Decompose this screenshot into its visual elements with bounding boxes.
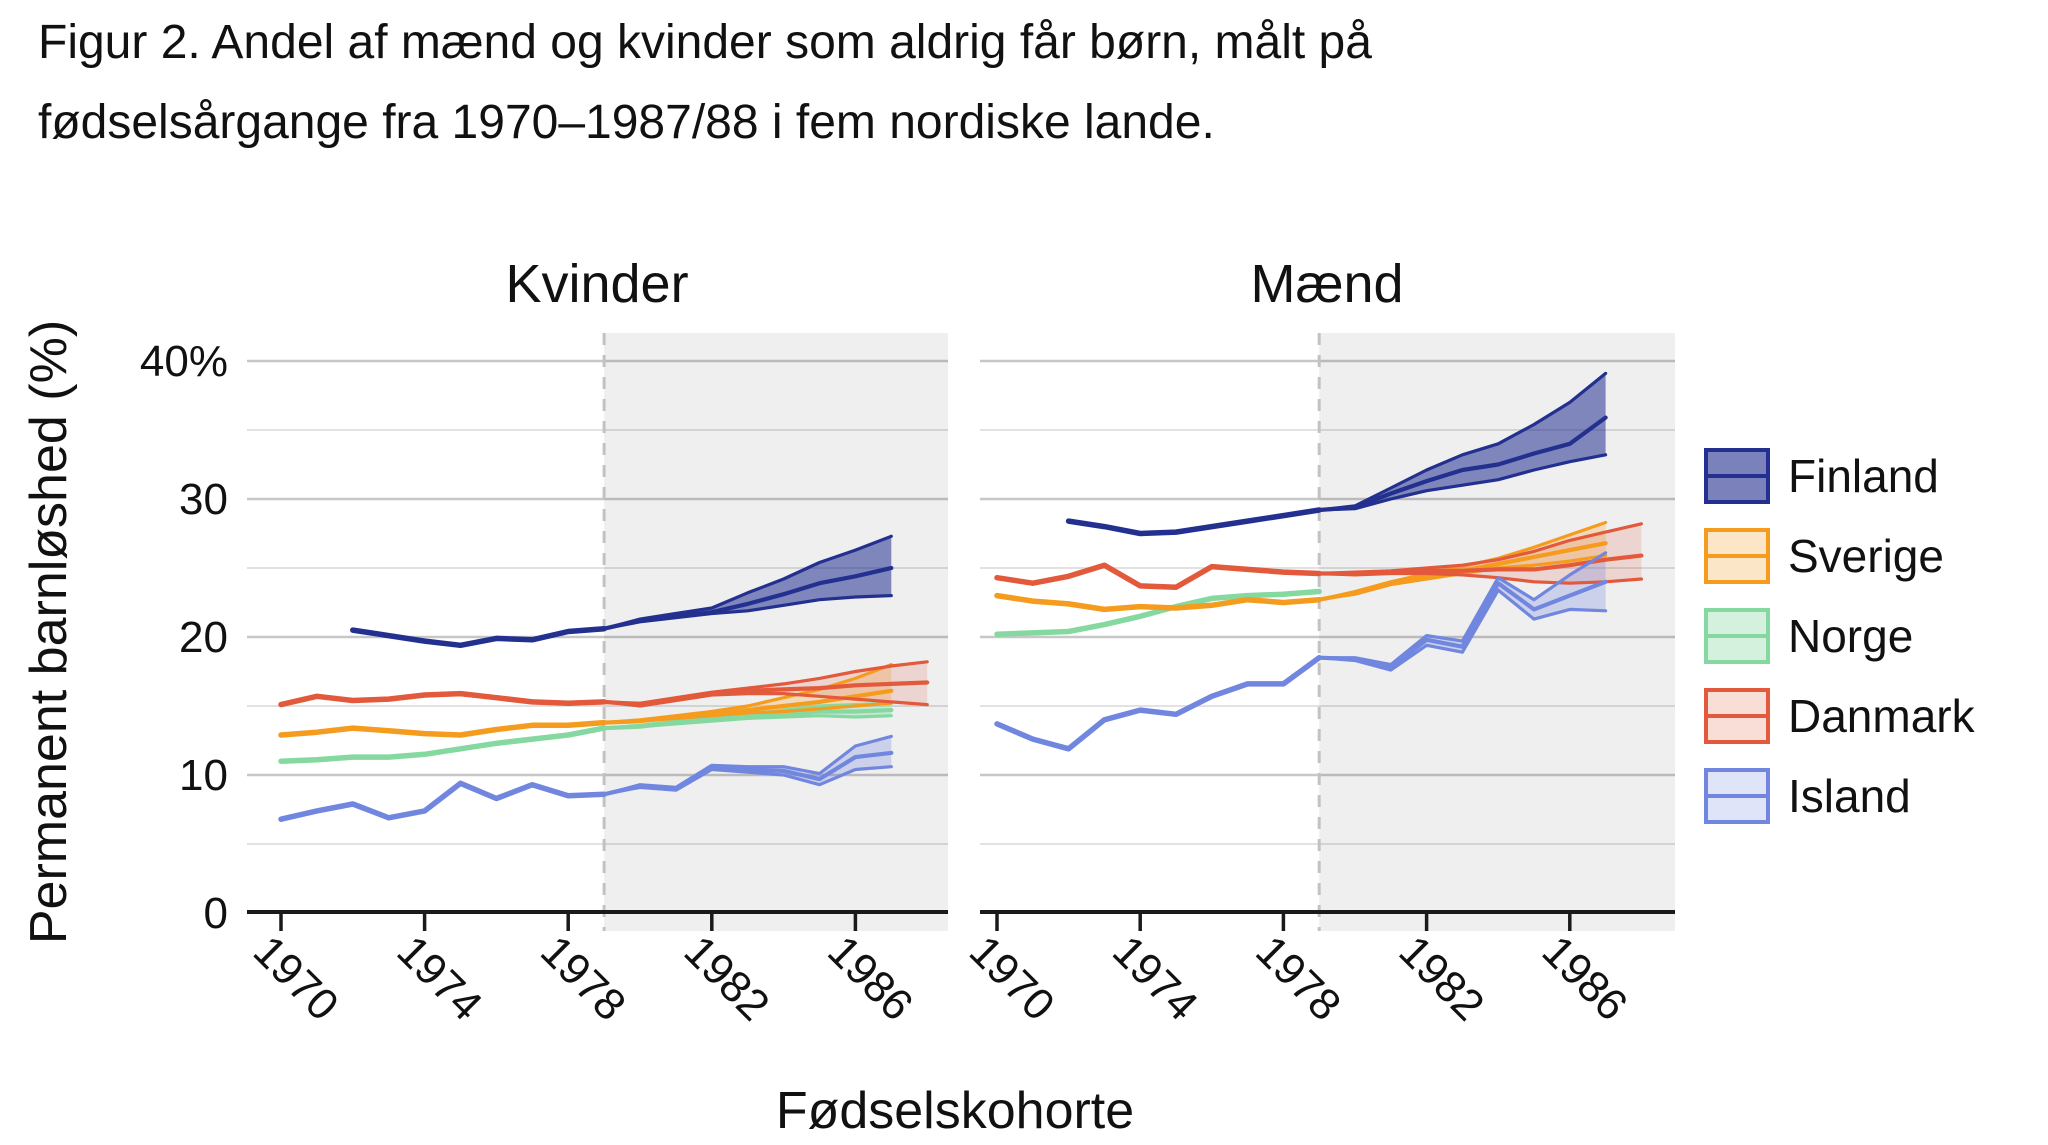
finland-observed-line [1065, 507, 1322, 537]
x-tick-label: 1970 [960, 926, 1064, 1030]
x-tick-label: 1986 [818, 926, 922, 1030]
legend-item-finland: Finland [1704, 448, 1939, 504]
y-tick-label: 30 [179, 475, 228, 524]
legend-item-norge: Norge [1704, 608, 1913, 664]
x-axis-title: Fødselskohorte [776, 1082, 1134, 1140]
projection-region [604, 333, 948, 931]
legend-item-island: Island [1704, 768, 1911, 824]
island-observed-line [994, 654, 1322, 752]
norge-observed-line [278, 725, 607, 764]
panel-mænd: 1970 1974 1978 1982 1986 [960, 333, 1675, 1030]
sverige-projection-band [1319, 522, 1606, 600]
y-tick-label: 40% [140, 337, 228, 386]
finland-projection-lower-line [1317, 453, 1608, 512]
legend-label: Sverige [1788, 530, 1944, 582]
island-observed-line [278, 780, 607, 822]
y-tick-label: 0 [204, 889, 228, 938]
finland-projection-upper-line [1317, 371, 1608, 512]
projection-region [1319, 333, 1675, 931]
island-projection-central-line [601, 750, 894, 797]
x-tick-label: 1974 [1103, 926, 1207, 1030]
danmark-observed-line [994, 562, 1322, 591]
legend-label: Island [1788, 770, 1911, 822]
legend: Finland Sverige Norge Danmark Island [1704, 448, 1976, 824]
y-tick-label: 10 [179, 751, 228, 800]
legend-label: Norge [1788, 610, 1913, 662]
x-tick-label: 1978 [531, 926, 635, 1030]
finland-projection-central-line [601, 565, 894, 631]
panel-title-maend: Mænd [1250, 254, 1403, 314]
x-tick-label: 1986 [1533, 926, 1637, 1030]
gridlines [247, 359, 948, 845]
island-projection-central-line [1317, 579, 1608, 670]
legend-item-danmark: Danmark [1704, 688, 1976, 744]
legend-item-sverige: Sverige [1704, 528, 1944, 584]
y-tick-label: 20 [179, 613, 228, 662]
finland-observed-line [350, 625, 607, 649]
danmark-observed-line [278, 690, 607, 708]
x-tick-label: 1978 [1246, 926, 1350, 1030]
figure-title-line2: fødselsårgange fra 1970–1987/88 i fem no… [38, 96, 1215, 149]
sverige-observed-line [994, 592, 1322, 613]
finland-projection-central-line [1317, 415, 1608, 513]
x-tick-label: 1982 [1390, 926, 1494, 1030]
x-tick-label: 1970 [244, 926, 348, 1030]
norge-observed-line [994, 588, 1322, 637]
figure-title-line1: Figur 2. Andel af mænd og kvinder som al… [38, 16, 1372, 69]
sverige-observed-line [278, 719, 607, 738]
legend-label: Finland [1788, 450, 1939, 502]
danmark-projection-band [604, 661, 928, 706]
x-tick-label: 1982 [675, 926, 779, 1030]
panel-title-kvinder: Kvinder [505, 254, 688, 314]
finland-projection-band [1319, 373, 1606, 510]
legend-label: Danmark [1788, 690, 1976, 742]
norge-projection-central-line [601, 707, 894, 731]
x-tick-label: 1974 [388, 926, 492, 1030]
y-axis-title: Permanent barnløshed (%) [20, 320, 78, 944]
panel-kvinder: 1970 1974 1978 1982 1986 0 10 20 30 40% [140, 333, 948, 1030]
danmark-projection-central-line [601, 680, 930, 707]
